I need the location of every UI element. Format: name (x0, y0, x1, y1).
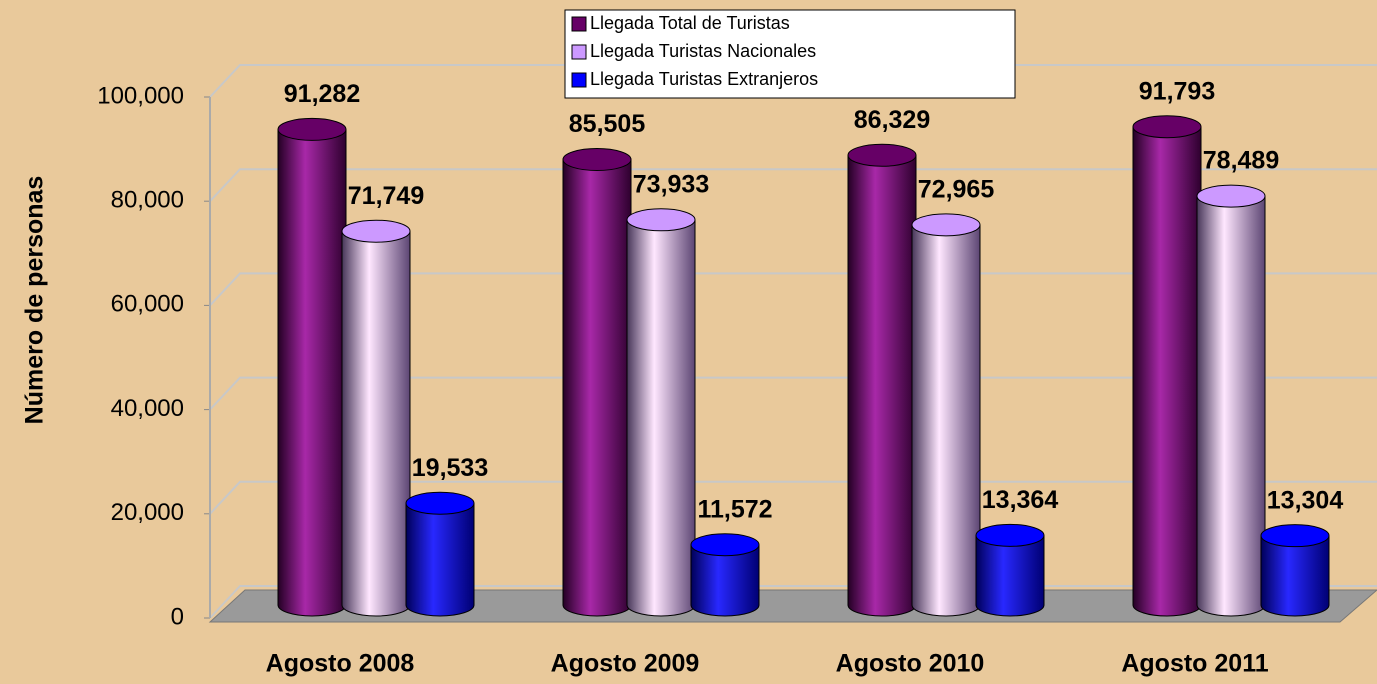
y-tick-label: 20,000 (111, 499, 184, 526)
value-label: 13,364 (982, 486, 1059, 514)
legend-label: Llegada Turistas Nacionales (590, 41, 816, 61)
y-tick-label: 100,000 (97, 82, 184, 109)
value-label: 72,965 (918, 175, 995, 203)
cylinder-top (847, 143, 917, 167)
value-label: 13,304 (1267, 486, 1344, 514)
value-label: 91,793 (1139, 77, 1215, 105)
grid-line (209, 480, 1377, 515)
bar (1133, 126, 1201, 605)
y-tick-label: 80,000 (111, 187, 184, 214)
y-tick-label: 40,000 (111, 395, 184, 422)
grid-line (209, 168, 1377, 202)
cylinder-top (626, 208, 696, 232)
value-label: 85,505 (569, 110, 646, 138)
bar (1197, 196, 1265, 605)
cylinder-top (911, 213, 981, 237)
bar (406, 503, 474, 605)
legend-label: Llegada Total de Turistas (590, 13, 790, 33)
grid-line (209, 272, 1377, 307)
x-tick-label: Agosto 2011 (1121, 650, 1268, 678)
value-label: 78,489 (1203, 147, 1279, 175)
cylinder-top (277, 117, 347, 141)
bar (627, 219, 695, 605)
y-tick-label: 60,000 (111, 291, 184, 318)
value-label: 86,329 (854, 106, 930, 134)
bar (1261, 535, 1329, 605)
value-label: 11,572 (697, 495, 772, 523)
bar (848, 155, 916, 606)
cylinder-top (690, 533, 760, 557)
value-label: 91,282 (284, 80, 360, 108)
value-label: 19,533 (412, 454, 488, 482)
bar (342, 231, 410, 605)
legend (564, 9, 1016, 99)
floor (208, 589, 1377, 623)
cylinder-top (562, 148, 632, 172)
cylinder-top (341, 219, 411, 243)
x-tick-label: Agosto 2009 (551, 650, 700, 678)
cylinder-top (1132, 115, 1202, 139)
value-label: 71,749 (348, 182, 424, 210)
cylinder-top (405, 491, 475, 515)
grid-line (209, 376, 1377, 411)
x-tick-label: Agosto 2010 (836, 650, 985, 678)
y-tick-label: 0 (171, 603, 184, 630)
bar (563, 159, 631, 605)
x-tick-label: Agosto 2008 (266, 650, 415, 678)
bar (912, 224, 980, 605)
bar (976, 535, 1044, 605)
legend-swatch (571, 16, 587, 32)
legend-label: Llegada Turistas Extranjeros (590, 69, 818, 89)
bar (278, 129, 346, 605)
cylinder-top (975, 523, 1045, 547)
value-label: 73,933 (633, 170, 709, 198)
cylinder-top (1196, 184, 1266, 208)
legend-swatch (571, 44, 587, 60)
y-axis-label: Número de personas (21, 176, 49, 425)
legend-swatch (571, 72, 587, 88)
cylinder-top (1260, 524, 1330, 548)
